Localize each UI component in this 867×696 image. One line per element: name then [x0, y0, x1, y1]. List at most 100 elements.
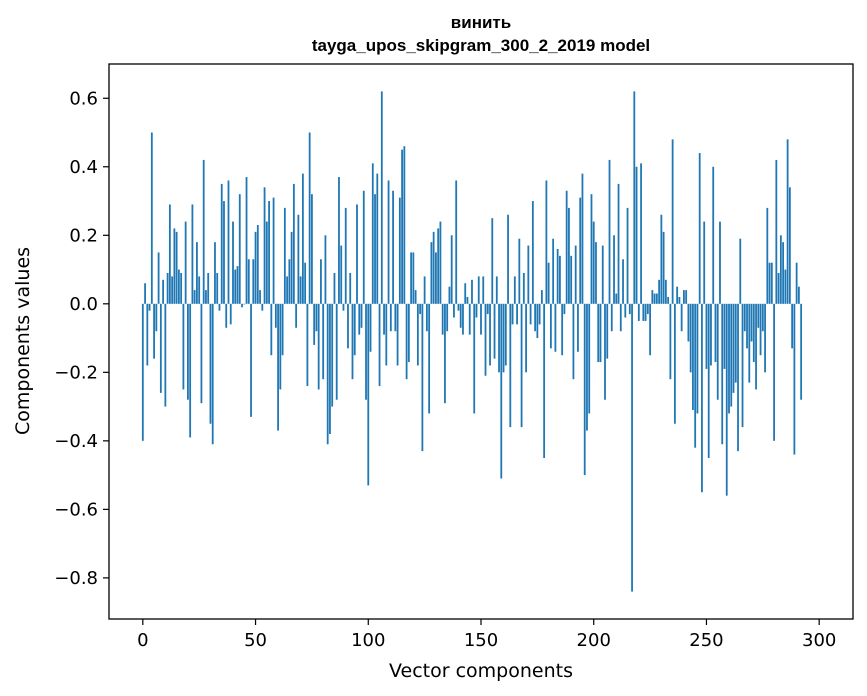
bar-43 — [238, 194, 241, 304]
bar-265 — [739, 238, 742, 304]
bar-225 — [649, 303, 651, 356]
bar-13 — [171, 276, 174, 304]
bar-2 — [146, 303, 149, 366]
bar-172 — [529, 303, 532, 325]
bar-128 — [430, 242, 433, 304]
bar-264 — [737, 303, 739, 452]
bar-244 — [692, 303, 694, 411]
bar-238 — [678, 296, 681, 304]
bar-200 — [592, 221, 595, 304]
bar-59 — [274, 303, 277, 328]
bar-160 — [502, 303, 505, 373]
bar-15 — [175, 231, 178, 304]
bar-20 — [187, 303, 189, 400]
bar-120 — [412, 252, 415, 304]
bar-147 — [473, 303, 476, 414]
bar-35 — [220, 183, 223, 304]
bar-205 — [604, 303, 606, 400]
bar-193 — [577, 303, 579, 352]
bar-97 — [360, 303, 363, 328]
bar-142 — [462, 303, 464, 335]
bar-76 — [313, 303, 316, 345]
bar-197 — [586, 303, 588, 431]
bar-281 — [775, 159, 778, 304]
bar-279 — [770, 262, 773, 304]
bar-162 — [507, 214, 509, 304]
bar-29 — [207, 272, 210, 304]
bar-208 — [610, 303, 613, 332]
bar-187 — [563, 303, 566, 315]
bar-251 — [707, 303, 710, 458]
bar-24 — [196, 242, 198, 304]
bar-230 — [660, 214, 663, 304]
bar-47 — [247, 259, 250, 304]
bar-106 — [380, 91, 383, 304]
bar-256 — [719, 221, 721, 304]
x-tick-label: 150 — [464, 630, 498, 651]
bar-122 — [416, 303, 419, 366]
bar-292 — [800, 303, 803, 400]
bar-150 — [480, 303, 482, 335]
bar-12 — [168, 204, 171, 304]
bar-199 — [590, 194, 593, 304]
bar-143 — [464, 283, 467, 304]
bar-156 — [493, 303, 496, 359]
bar-109 — [387, 180, 390, 304]
bar-84 — [331, 303, 334, 407]
bar-209 — [613, 235, 615, 304]
bar-252 — [710, 303, 712, 366]
bar-243 — [689, 303, 692, 373]
bar-67 — [292, 183, 295, 304]
bar-83 — [329, 303, 331, 434]
bar-140 — [457, 303, 460, 311]
x-tick-label: 100 — [351, 630, 385, 651]
plot-frame — [108, 63, 854, 620]
bar-62 — [281, 303, 284, 356]
bar-231 — [662, 231, 665, 304]
bar-182 — [552, 238, 555, 304]
bar-258 — [723, 303, 726, 369]
y-axis-label: Components values — [12, 247, 34, 435]
bar-94 — [353, 303, 356, 356]
bar-72 — [304, 262, 307, 304]
bar-157 — [495, 276, 498, 304]
bar-139 — [455, 180, 458, 304]
bar-57 — [270, 303, 273, 356]
bar-28 — [205, 290, 207, 304]
bar-261 — [730, 303, 733, 407]
bar-123 — [419, 303, 422, 315]
bar-271 — [752, 303, 755, 363]
bar-275 — [761, 303, 764, 332]
bar-25 — [198, 276, 201, 304]
bar-137 — [450, 235, 453, 304]
bar-91 — [347, 303, 349, 349]
bar-189 — [568, 207, 570, 304]
bar-88 — [340, 245, 343, 304]
bar-223 — [644, 303, 647, 321]
bar-185 — [559, 255, 561, 304]
bar-134 — [444, 303, 446, 404]
bar-36 — [223, 201, 225, 304]
bar-77 — [315, 303, 318, 332]
bar-169 — [522, 272, 525, 304]
bar-48 — [250, 303, 252, 417]
bar-46 — [245, 177, 248, 304]
bar-235 — [671, 139, 674, 304]
bar-276 — [764, 303, 766, 373]
bar-237 — [676, 286, 679, 304]
bar-31 — [211, 303, 214, 445]
bar-86 — [335, 303, 338, 400]
bar-151 — [482, 276, 485, 304]
bar-131 — [437, 228, 440, 304]
bar-220 — [637, 303, 640, 321]
bar-112 — [394, 303, 397, 332]
bar-39 — [229, 303, 232, 325]
bar-52 — [259, 290, 261, 304]
bar-283 — [779, 235, 782, 304]
bar-289 — [793, 303, 796, 455]
bar-116 — [403, 146, 406, 304]
bar-65 — [288, 259, 291, 304]
bar-170 — [525, 303, 527, 373]
